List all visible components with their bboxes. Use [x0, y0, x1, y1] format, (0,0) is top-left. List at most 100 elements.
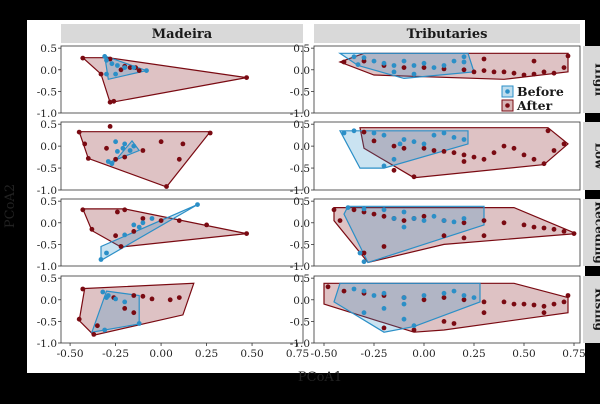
- y-tick-label: -0.5: [290, 316, 310, 328]
- y-tick-label: -0.5: [37, 163, 57, 175]
- point-before: [452, 289, 457, 294]
- x-tick-label: 0.25: [195, 348, 218, 360]
- point-after: [552, 71, 557, 76]
- point-after: [472, 155, 477, 160]
- point-after: [159, 139, 164, 144]
- point-before: [122, 142, 127, 147]
- point-after: [90, 227, 95, 232]
- y-tick-label: 0.0: [40, 218, 57, 230]
- point-after: [342, 289, 347, 294]
- point-after: [122, 155, 127, 160]
- point-after: [432, 148, 437, 153]
- point-before: [412, 63, 417, 68]
- point-after: [422, 214, 427, 219]
- y-tick-label: -1.0: [37, 261, 57, 273]
- point-before: [104, 295, 109, 300]
- point-after: [552, 227, 557, 232]
- point-before: [442, 131, 447, 136]
- point-before: [402, 59, 407, 64]
- point-after: [177, 295, 182, 300]
- column-strip-label: Tributaries: [407, 27, 488, 42]
- y-tick-label: -0.5: [37, 316, 57, 328]
- point-before: [382, 61, 387, 66]
- y-tick-label: 0.0: [293, 65, 310, 77]
- point-after: [572, 231, 577, 236]
- point-after: [562, 65, 567, 70]
- point-before: [422, 61, 427, 66]
- point-after: [177, 157, 182, 162]
- point-before: [352, 128, 357, 133]
- point-before: [442, 63, 447, 68]
- point-after: [392, 168, 397, 173]
- x-axis-label: PCoA1: [298, 370, 342, 385]
- point-after: [482, 300, 487, 305]
- point-before: [113, 72, 118, 77]
- point-after: [131, 310, 136, 315]
- point-after: [332, 207, 337, 212]
- point-before: [150, 216, 155, 221]
- point-after: [131, 229, 136, 234]
- point-after: [442, 295, 447, 300]
- point-after: [502, 144, 507, 149]
- point-after: [119, 244, 124, 249]
- point-after: [512, 71, 517, 76]
- point-before: [422, 293, 427, 298]
- point-after: [122, 207, 127, 212]
- point-after: [462, 236, 467, 241]
- point-before: [104, 72, 109, 77]
- point-before: [372, 293, 377, 298]
- y-tick-label: 0.5: [293, 43, 310, 55]
- point-before: [382, 164, 387, 169]
- point-before: [382, 291, 387, 296]
- point-before: [398, 142, 403, 147]
- point-before: [372, 131, 377, 136]
- point-after: [542, 310, 547, 315]
- row-strip-label: High: [593, 63, 600, 96]
- point-after: [532, 225, 537, 230]
- point-after: [141, 294, 146, 299]
- point-after: [462, 67, 467, 72]
- point-before: [372, 59, 377, 64]
- y-axis-label: PCoA2: [3, 184, 18, 228]
- point-after: [115, 210, 120, 215]
- point-before: [122, 233, 127, 238]
- point-after: [522, 153, 527, 158]
- point-after: [141, 216, 146, 221]
- point-before: [392, 70, 397, 75]
- point-after: [502, 220, 507, 225]
- point-after: [382, 326, 387, 331]
- point-after: [522, 73, 527, 78]
- point-after: [86, 156, 91, 161]
- point-before: [462, 54, 467, 59]
- point-after: [244, 75, 249, 80]
- x-tick-label: 0.75: [562, 348, 585, 360]
- point-after: [412, 174, 417, 179]
- point-after: [472, 70, 477, 75]
- point-after: [562, 142, 567, 147]
- y-tick-label: -1.0: [290, 108, 310, 120]
- point-after: [164, 184, 169, 189]
- y-tick-label: -1.0: [290, 261, 310, 273]
- x-tick-label: 0.00: [412, 348, 435, 360]
- point-after: [566, 293, 571, 298]
- point-after: [482, 233, 487, 238]
- point-after: [562, 229, 567, 234]
- point-after: [372, 212, 377, 217]
- point-after: [492, 150, 497, 155]
- point-after: [452, 150, 457, 155]
- point-before: [356, 62, 361, 67]
- point-before: [131, 65, 136, 70]
- point-before: [412, 323, 417, 328]
- x-tick-label: -0.25: [102, 348, 129, 360]
- point-after: [462, 159, 467, 164]
- point-before: [422, 218, 427, 223]
- point-after: [566, 54, 571, 59]
- y-tick-label: -0.5: [290, 239, 310, 251]
- point-before: [412, 216, 417, 221]
- point-after: [532, 303, 537, 308]
- y-tick-label: 0.5: [40, 119, 57, 131]
- x-tick-label: 0.50: [512, 348, 535, 360]
- point-after: [362, 130, 367, 135]
- point-before: [131, 223, 136, 228]
- point-before: [104, 58, 109, 63]
